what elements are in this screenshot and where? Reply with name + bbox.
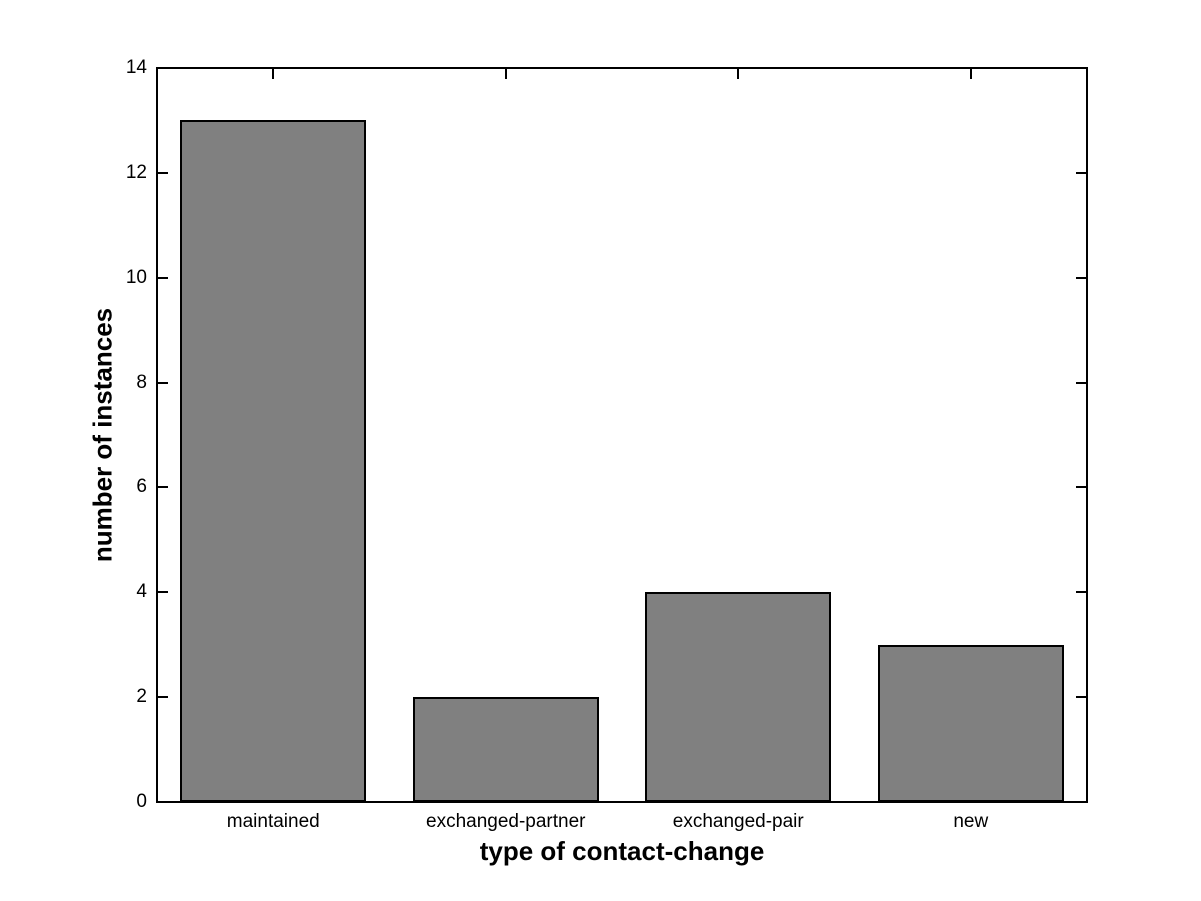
y-tick-right (1076, 381, 1086, 384)
x-tick-top (504, 69, 507, 79)
y-tick-right (1076, 276, 1086, 279)
y-tick-right (1076, 801, 1086, 803)
y-tick-right (1076, 696, 1086, 699)
y-tick-left (158, 67, 168, 69)
x-tick-top (272, 69, 275, 79)
y-tick-label: 14 (125, 57, 147, 78)
y-tick-right (1076, 67, 1086, 69)
x-category-label: new (953, 811, 989, 832)
x-tick-top (737, 69, 740, 79)
bar (877, 644, 1064, 802)
y-tick-right (1076, 171, 1086, 174)
x-tick-top (969, 69, 972, 79)
y-tick-label: 10 (125, 266, 147, 288)
y-tick-label: 12 (125, 161, 147, 183)
y-tick-left (158, 171, 168, 174)
x-category-label: exchanged-pair (672, 811, 804, 832)
y-tick-left (158, 381, 168, 384)
bar (645, 592, 832, 802)
y-tick-label: 6 (136, 476, 147, 498)
y-tick-left (158, 696, 168, 699)
y-tick-label: 0 (136, 791, 147, 812)
y-tick-label: 2 (136, 686, 147, 708)
y-tick-left (158, 591, 168, 594)
y-tick-right (1076, 486, 1086, 489)
bar (412, 697, 599, 802)
bar (180, 120, 367, 802)
y-tick-right (1076, 591, 1086, 594)
y-tick-label: 8 (136, 371, 147, 393)
y-tick-left (158, 276, 168, 279)
y-tick-left (158, 801, 168, 803)
y-axis-label-text: number of instances (87, 307, 118, 563)
x-axis-label: type of contact-change (479, 836, 765, 866)
x-category-label: maintained (226, 811, 320, 832)
y-tick-label: 4 (136, 581, 147, 603)
y-tick-left (158, 486, 168, 489)
x-category-label: exchanged-partner (426, 811, 586, 832)
